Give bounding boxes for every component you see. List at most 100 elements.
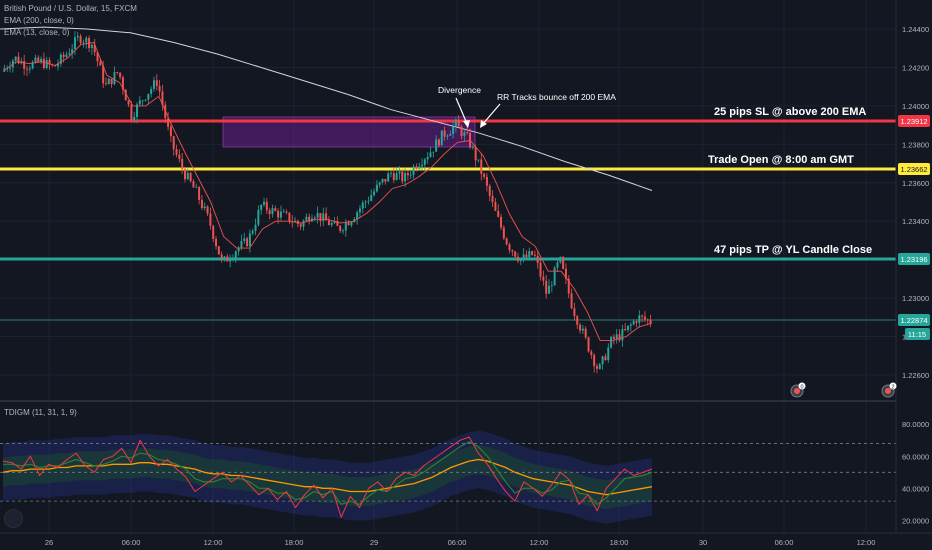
candle-body	[595, 366, 598, 369]
tradingview-logo-icon[interactable]	[4, 509, 23, 528]
event-marker-icon[interactable]: 2	[881, 382, 897, 398]
grid	[0, 0, 896, 533]
candle-body	[584, 328, 587, 338]
candle-body	[42, 58, 45, 69]
candle-body	[192, 181, 195, 188]
candle-body	[471, 147, 474, 148]
candle-body	[161, 91, 164, 105]
ema13-legend[interactable]: EMA (13, close, 0)	[4, 28, 70, 37]
candle-body	[474, 147, 477, 161]
candle-body	[590, 351, 593, 355]
candle-body	[581, 328, 584, 331]
event-marker-icon[interactable]: 0	[790, 382, 806, 398]
candle-body	[17, 56, 20, 64]
candle-body	[271, 208, 274, 214]
candle-body	[59, 54, 62, 64]
candle-body	[330, 223, 333, 226]
price-tick-label: 1.23600	[902, 179, 929, 188]
candle-body	[440, 130, 443, 146]
candle-body	[621, 329, 624, 341]
candle-body	[531, 251, 534, 255]
candle-body	[418, 166, 421, 169]
candle-body	[217, 246, 220, 255]
candle-body	[147, 93, 150, 100]
candle-body	[257, 210, 260, 225]
indicator-tick-label: 20.0000	[902, 516, 929, 525]
candle-body	[573, 308, 576, 317]
candle-body	[559, 256, 562, 263]
candle-body	[638, 315, 641, 323]
candle-body	[364, 201, 367, 203]
candle-body	[423, 159, 426, 165]
candle-body	[327, 220, 330, 226]
price-tick-label: 1.24200	[902, 63, 929, 72]
indicator-tick-label: 80.0000	[902, 420, 929, 429]
price-tick-label: 1.24400	[902, 25, 929, 34]
event-count-1: 0	[800, 385, 803, 391]
stop-loss-label: 25 pips SL @ above 200 EMA	[714, 106, 866, 118]
candle-body	[429, 152, 432, 158]
candle-body	[184, 169, 186, 180]
candle-body	[116, 72, 119, 73]
symbol-legend[interactable]: British Pound / U.S. Dollar, 15, FXCM	[4, 4, 137, 13]
candle-body	[545, 280, 548, 294]
candle-body	[567, 278, 570, 294]
price-tick-label: 1.23400	[902, 217, 929, 226]
candle-body	[550, 285, 553, 287]
price-axis	[896, 0, 932, 533]
rr-arrow-icon	[480, 103, 501, 128]
price-tick-label: 1.23000	[902, 294, 929, 303]
candle-body	[57, 63, 60, 67]
open-price-text: 1.23662	[900, 165, 927, 174]
candle-body	[152, 80, 155, 89]
tdi-market-base-line	[2, 458, 653, 496]
candle-body	[200, 199, 203, 209]
time-tick-label: 12:00	[530, 538, 549, 547]
candle-body	[226, 256, 229, 262]
candle-body	[285, 211, 288, 213]
tdi-indicator-pane	[0, 430, 896, 524]
candle-body	[251, 230, 254, 234]
candle-body	[144, 99, 147, 101]
event-count-2: 2	[891, 385, 894, 391]
time-tick-label: 12:00	[204, 538, 223, 547]
candle-body	[646, 319, 649, 321]
indicator-legend[interactable]: TDIGM (11, 31, 1, 9)	[4, 408, 77, 417]
candle-body	[240, 240, 243, 248]
candle-body	[223, 256, 226, 259]
candle-body	[71, 49, 74, 54]
candle-body	[110, 78, 113, 85]
candle-body	[31, 62, 34, 69]
candle-body	[579, 324, 582, 331]
candle-body	[632, 321, 635, 325]
candle-body	[454, 119, 457, 127]
candle-body	[497, 210, 500, 217]
candle-body	[485, 176, 488, 186]
candle-body	[627, 325, 630, 331]
divergence-arrow-icon	[455, 97, 470, 128]
candle-body	[308, 216, 311, 222]
candle-body	[452, 126, 455, 134]
time-tick-label: 26	[45, 538, 53, 547]
candle-body	[181, 158, 184, 170]
candle-body	[593, 354, 596, 367]
candle-body	[105, 83, 107, 85]
candle-body	[516, 256, 519, 261]
candle-body	[299, 224, 302, 227]
candle-body	[93, 44, 96, 53]
candle-body	[361, 202, 364, 209]
tp-price-tag: 1.23196	[898, 253, 930, 265]
candle-body	[409, 174, 412, 176]
candle-body	[491, 195, 494, 203]
candle-body	[641, 315, 644, 317]
candle-body	[107, 78, 110, 85]
candle-body	[73, 37, 76, 50]
candle-body	[76, 36, 79, 38]
candle-body	[519, 259, 522, 261]
ema200-legend[interactable]: EMA (200, close, 0)	[4, 16, 74, 25]
candle-body	[336, 221, 339, 226]
candle-body	[14, 56, 17, 61]
candle-body	[6, 68, 9, 70]
candle-body	[155, 80, 158, 86]
